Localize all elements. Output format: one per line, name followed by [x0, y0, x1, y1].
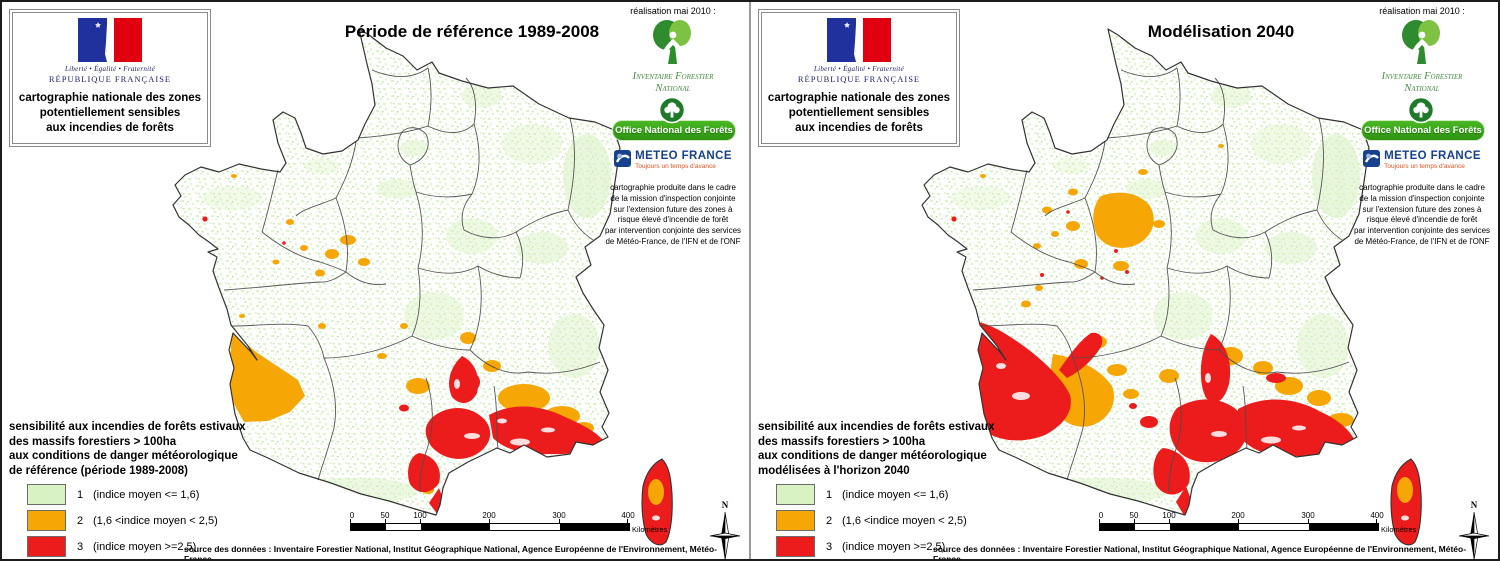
map-title-reference: Période de référence 1989-2008 — [344, 22, 600, 42]
header-box-title: cartographie nationale des zones potenti… — [767, 92, 951, 134]
legend-item-3: 3 (indice moyen >=2,5) — [9, 536, 349, 558]
source-note: source des données : Inventaire Forestie… — [933, 544, 1467, 559]
north-arrow: N — [706, 500, 744, 559]
ifn-logo-icon — [1402, 20, 1440, 64]
panel-2040: Liberté • Égalité • Fraternité RÉPUBLIQU… — [751, 2, 1498, 559]
flag-motto: Liberté • Égalité • Fraternité — [813, 65, 905, 73]
meteo-france-tagline: Toujours un temps d'avance — [635, 163, 716, 171]
map-title-2040: Modélisation 2040 — [1147, 22, 1295, 42]
north-arrow: N — [1455, 500, 1493, 559]
flag-republic: RÉPUBLIQUE FRANÇAISE — [797, 74, 921, 84]
onf-logo: Office National des Forêts — [1349, 96, 1495, 142]
meteo-france-logo: METEO FRANCE Toujours un temps d'avance — [600, 150, 746, 170]
scale-bar: 0 50 100 200 300 400 Kilomètres — [1098, 511, 1417, 534]
header-box-title: cartographie nationale des zones potenti… — [18, 92, 202, 134]
ifn-logo-text: Inventaire Forestier National — [632, 71, 714, 94]
legend-item-3: 3 (indice moyen >=2,5) — [758, 536, 1098, 558]
meteo-france-logo: METEO FRANCE Toujours un temps d'avance — [1349, 150, 1495, 170]
panel-divider — [749, 2, 751, 559]
legend-swatch-class3 — [27, 536, 66, 558]
onf-tree-icon — [1407, 96, 1435, 124]
legend-context: de référence (période 1989-2008) — [9, 465, 188, 478]
source-note: source des données : Inventaire Forestie… — [184, 544, 718, 559]
meteo-france-icon — [614, 150, 632, 168]
meteo-france-name: METEO FRANCE — [1384, 150, 1481, 163]
onf-tree-icon — [658, 96, 686, 124]
legend-swatch-class1 — [776, 484, 815, 506]
onf-logo: Office National des Forêts — [600, 96, 746, 142]
header-box: Liberté • Égalité • Fraternité RÉPUBLIQU… — [758, 9, 960, 147]
legend-item-2: 2 (1,6 <indice moyen < 2,5) — [9, 510, 349, 532]
scale-unit: Kilomètres — [632, 525, 668, 534]
mission-note: cartographie produite dans le cadre de l… — [1353, 183, 1491, 247]
ifn-logo-icon — [653, 20, 691, 64]
legend-swatch-class3 — [776, 536, 815, 558]
legend-context: modélisées à l'horizon 2040 — [758, 465, 910, 478]
credits-column: réalisation mai 2010 : Inventaire Forest… — [600, 6, 746, 248]
realisation-label: réalisation mai 2010 : — [630, 6, 716, 16]
credits-column: réalisation mai 2010 : Inventaire Forest… — [1349, 6, 1495, 248]
scale-bar: 0 50 100 200 300 400 Kilomètres — [349, 511, 668, 534]
mission-note: cartographie produite dans le cadre de l… — [604, 183, 742, 247]
meteo-france-icon — [1363, 150, 1381, 168]
ifn-logo-text: Inventaire Forestier National — [1381, 71, 1463, 94]
legend-item-2: 2 (1,6 <indice moyen < 2,5) — [758, 510, 1098, 532]
republique-francaise-logo — [827, 18, 891, 62]
legend-swatch-class1 — [27, 484, 66, 506]
legend-reference: sensibilité aux incendies de forêts esti… — [9, 420, 349, 558]
scale-unit: Kilomètres — [1381, 525, 1417, 534]
legend-2040: sensibilité aux incendies de forêts esti… — [758, 420, 1098, 558]
meteo-france-tagline: Toujours un temps d'avance — [1384, 163, 1465, 171]
meteo-france-name: METEO FRANCE — [635, 150, 732, 163]
republique-francaise-logo — [78, 18, 142, 62]
header-box: Liberté • Égalité • Fraternité RÉPUBLIQU… — [9, 9, 211, 147]
legend-swatch-class2 — [27, 510, 66, 532]
panel-reference: Liberté • Égalité • Fraternité RÉPUBLIQU… — [2, 2, 749, 559]
flag-republic: RÉPUBLIQUE FRANÇAISE — [48, 74, 172, 84]
realisation-label: réalisation mai 2010 : — [1379, 6, 1465, 16]
legend-item-1: 1 (indice moyen <= 1,6) — [9, 484, 349, 506]
legend-item-1: 1 (indice moyen <= 1,6) — [758, 484, 1098, 506]
flag-motto: Liberté • Égalité • Fraternité — [64, 65, 156, 73]
legend-swatch-class2 — [776, 510, 815, 532]
